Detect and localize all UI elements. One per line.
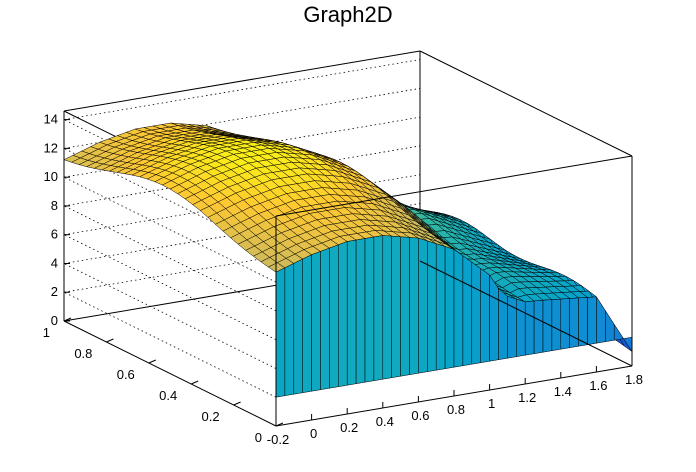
z-grid-back-wall [63,231,421,293]
y-tick-label: 0.2 [202,409,220,424]
surface-side-cell [551,298,562,351]
z-tick-label: 6 [51,227,58,242]
y-tick [275,422,284,427]
x-tick-label: 0.2 [340,420,358,435]
surface-side-cell [605,309,615,342]
x-tick-label: -0.2 [267,432,289,447]
surface-side-cell [462,255,473,366]
z-grid-left-wall [63,234,277,341]
surface-side-cell [391,235,401,378]
surface-side-cell [409,237,419,375]
surface-side-cell [418,237,428,374]
surface-side-cell [338,241,348,387]
x-tick-label: 1.6 [589,378,607,393]
z-grid-back-wall [63,88,421,149]
x-tick-label: 1.2 [518,390,536,405]
surface-side-cell [284,262,295,396]
surface-side-cell [275,267,286,398]
back-top-edge [63,50,421,112]
y-tick [191,380,199,385]
floor-left-edge [63,320,277,427]
surface-side-cell [373,235,384,381]
z-grid-left-wall [63,176,277,283]
y-tick [63,317,72,322]
surface-side-cell [382,235,392,380]
y-tick-label: 0.8 [74,346,92,361]
surface-side-cell [471,261,481,365]
z-tick-label: 14 [44,112,58,127]
y-tick [233,401,241,406]
surface-side-cell [320,247,330,390]
x-tick-label: 0.6 [411,408,429,423]
z-grid-back-wall [63,59,421,120]
surface-mesh [63,122,633,398]
surface-side-cell [453,248,464,368]
surface-side-cell [480,268,490,363]
surface-side-cell [533,299,544,354]
surface-side-cell [516,298,526,357]
y-tick-label: 0 [255,430,262,445]
surface-side-cell [524,300,535,356]
y-tick-label: 0.6 [117,367,135,382]
z-tick-label: 2 [51,284,58,299]
surface-side-cell [578,297,588,347]
surface-side-cell [596,295,606,344]
y-tick-label: 0.4 [159,388,177,403]
chart-title: Graph2D [303,2,393,27]
surface-side-cell [400,236,410,377]
surface-side-cell [489,274,499,362]
z-grid-left-wall [63,291,277,398]
surface-side-cell [560,298,570,350]
z-tick-label: 12 [44,140,58,155]
surface-side-cell [329,244,339,389]
z-tick-label: 0 [51,313,58,328]
floor-right-edge [419,260,633,367]
y-tick [106,338,114,343]
y-tick [148,359,156,364]
z-grid-left-wall [63,263,277,369]
front-top-edge [275,155,633,217]
surface-side-cell [346,239,357,386]
x-tick-label: 1 [488,396,495,411]
surface-side-cell [302,254,312,393]
z-tick-label: 10 [44,169,58,184]
z-grid-left-wall [63,148,277,254]
surface-side-cell [427,240,437,372]
surface-side-cell [569,297,579,348]
z-tick-label: 4 [51,256,58,271]
front-frame [275,50,633,427]
surface-side-cell [498,288,508,360]
x-tick-label: 1.8 [625,372,643,387]
z-grid-left-wall [63,205,277,312]
x-tick-label: 0 [310,426,317,441]
x-tick-label: 1.4 [554,384,572,399]
surface-side-cell [311,251,321,392]
surface-side-cell [364,236,375,383]
x-tick-label: 0.8 [447,402,465,417]
surface-side-cell [444,246,455,369]
surface-side-cell [435,243,446,371]
surface-side-cell [613,323,624,341]
surface-side-cell [587,296,597,345]
right-top-edge [419,50,633,157]
surface-side-cell [355,238,366,384]
surface-side-cell [293,258,303,395]
z-tick-label: 8 [51,198,58,213]
x-tick-label: 0.4 [376,414,394,429]
y-tick-label: 1 [43,325,50,340]
